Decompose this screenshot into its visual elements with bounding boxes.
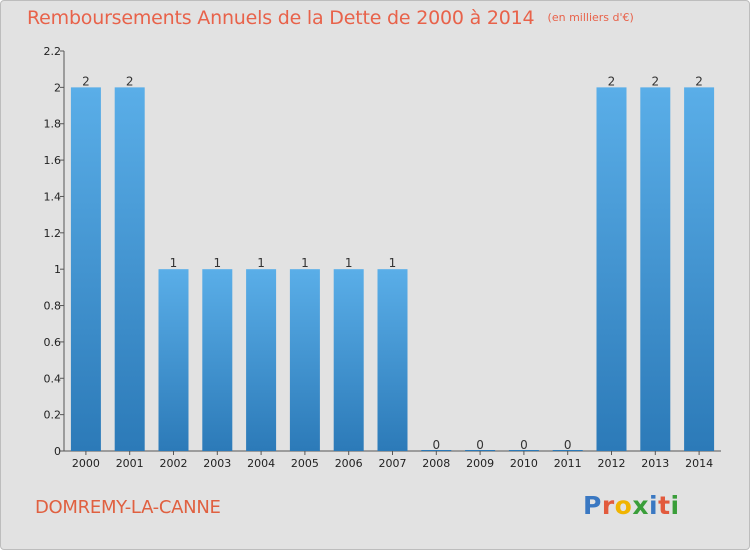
- bar: [114, 87, 145, 451]
- x-tick-label: 2007: [379, 457, 407, 470]
- x-tick-label: 2009: [466, 457, 494, 470]
- bar: [684, 87, 715, 451]
- chart-title-row: Remboursements Annuels de la Dette de 20…: [27, 7, 634, 29]
- y-tick-label: 0.8: [44, 300, 62, 313]
- bar: [333, 269, 364, 451]
- bar: [421, 450, 452, 451]
- bar: [377, 269, 408, 451]
- data-label: 1: [170, 256, 178, 270]
- x-tick-label: 2005: [291, 457, 319, 470]
- bar: [465, 450, 496, 451]
- x-tick-label: 2004: [247, 457, 275, 470]
- proxiti-logo: Proxiti: [583, 491, 680, 520]
- bar: [202, 269, 233, 451]
- x-tick-label: 2001: [116, 457, 144, 470]
- data-label: 2: [126, 74, 134, 88]
- y-tick-label: 0.4: [44, 372, 62, 385]
- chart-title: Remboursements Annuels de la Dette de 20…: [27, 7, 535, 29]
- data-label: 2: [695, 74, 703, 88]
- chart-subtitle: (en milliers d'€): [547, 11, 634, 24]
- data-label: 1: [301, 256, 309, 270]
- x-tick-label: 2000: [72, 457, 100, 470]
- y-tick-label: 2.2: [44, 45, 62, 58]
- bar: [552, 450, 583, 451]
- x-tick-label: 2010: [510, 457, 538, 470]
- y-tick-label: 0: [54, 445, 61, 458]
- x-tick-label: 2003: [203, 457, 231, 470]
- data-label: 1: [257, 256, 265, 270]
- data-label: 0: [476, 438, 484, 452]
- x-tick-label: 2002: [160, 457, 188, 470]
- x-tick-label: 2008: [422, 457, 450, 470]
- bar: [289, 269, 320, 451]
- data-label: 0: [520, 438, 528, 452]
- y-tick-label: 1.8: [44, 118, 62, 131]
- x-tick-label: 2006: [335, 457, 363, 470]
- data-label: 1: [213, 256, 221, 270]
- x-tick-label: 2013: [641, 457, 669, 470]
- data-label: 2: [82, 74, 90, 88]
- y-tick-label: 0.2: [44, 409, 62, 422]
- data-label: 1: [345, 256, 353, 270]
- y-tick-label: 1.4: [44, 190, 62, 203]
- y-tick-label: 1: [54, 263, 61, 276]
- y-tick-label: 2: [54, 81, 61, 94]
- data-label: 0: [564, 438, 572, 452]
- data-label: 2: [608, 74, 616, 88]
- bar: [158, 269, 189, 451]
- bar: [640, 87, 671, 451]
- y-tick-label: 1.2: [44, 227, 62, 240]
- bar: [246, 269, 277, 451]
- bar: [508, 450, 539, 451]
- location-label: DOMREMY-LA-CANNE: [35, 497, 221, 518]
- x-tick-label: 2011: [554, 457, 582, 470]
- bar: [596, 87, 627, 451]
- x-tick-label: 2012: [598, 457, 626, 470]
- y-tick-label: 0.6: [44, 336, 62, 349]
- y-tick-label: 1.6: [44, 154, 62, 167]
- data-label: 1: [389, 256, 397, 270]
- x-tick-label: 2014: [685, 457, 713, 470]
- data-label: 2: [651, 74, 659, 88]
- data-label: 0: [432, 438, 440, 452]
- bar: [70, 87, 101, 451]
